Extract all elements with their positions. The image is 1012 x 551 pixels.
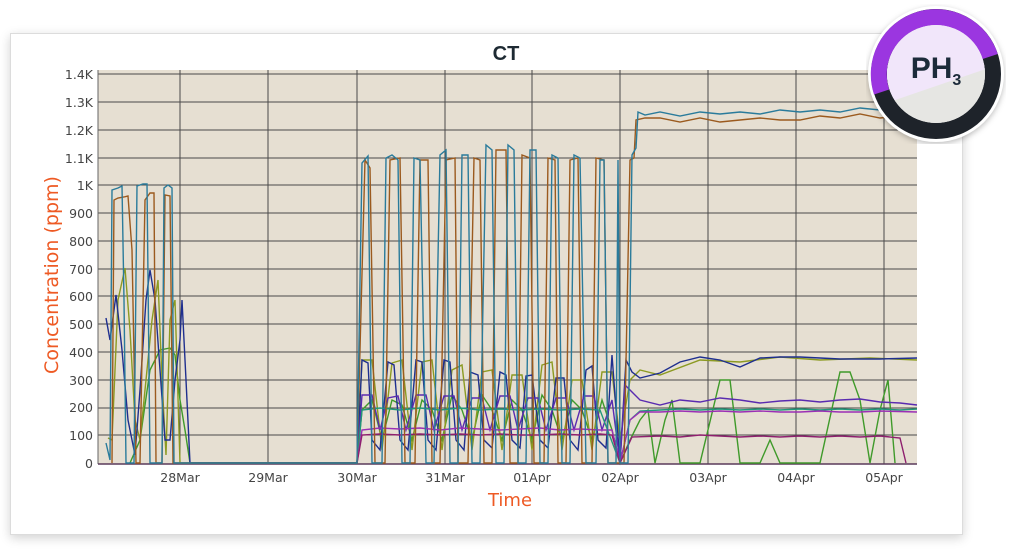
svg-text:1.4K: 1.4K — [65, 67, 94, 82]
svg-text:300: 300 — [69, 373, 93, 388]
svg-text:1.2K: 1.2K — [65, 123, 94, 138]
x-tick-labels: 28Mar 29Mar 30Mar 31Mar 01Apr 02Apr 03Ap… — [160, 470, 903, 485]
svg-text:900: 900 — [69, 206, 93, 221]
svg-text:200: 200 — [69, 400, 93, 415]
svg-text:500: 500 — [69, 317, 93, 332]
gas-badge — [868, 6, 1004, 142]
svg-text:03Apr: 03Apr — [689, 470, 727, 485]
svg-text:02Apr: 02Apr — [601, 470, 639, 485]
y-tick-labels: 0 100 200 300 400 500 600 700 800 900 1K… — [65, 67, 94, 471]
svg-text:100: 100 — [69, 428, 93, 443]
svg-text:30Mar: 30Mar — [337, 470, 377, 485]
svg-text:31Mar: 31Mar — [425, 470, 465, 485]
svg-text:1.1K: 1.1K — [65, 151, 94, 166]
svg-text:01Apr: 01Apr — [513, 470, 551, 485]
chart-title: CT — [492, 43, 520, 65]
x-axis-label: Time — [487, 490, 533, 511]
series-lines — [105, 107, 918, 466]
badge-ring-purple — [870, 9, 998, 95]
svg-text:28Mar: 28Mar — [160, 470, 200, 485]
y-axis-label: Concentration (ppm) — [41, 176, 63, 374]
badge-label: PH3 — [910, 52, 962, 89]
svg-text:600: 600 — [69, 289, 93, 304]
svg-text:0: 0 — [85, 456, 93, 471]
svg-text:05Apr: 05Apr — [865, 470, 903, 485]
svg-text:700: 700 — [69, 262, 93, 277]
svg-text:04Apr: 04Apr — [777, 470, 815, 485]
svg-text:400: 400 — [69, 345, 93, 360]
svg-text:29Mar: 29Mar — [248, 470, 288, 485]
svg-text:1.3K: 1.3K — [65, 95, 94, 110]
svg-text:800: 800 — [69, 234, 93, 249]
svg-text:1K: 1K — [77, 178, 94, 193]
